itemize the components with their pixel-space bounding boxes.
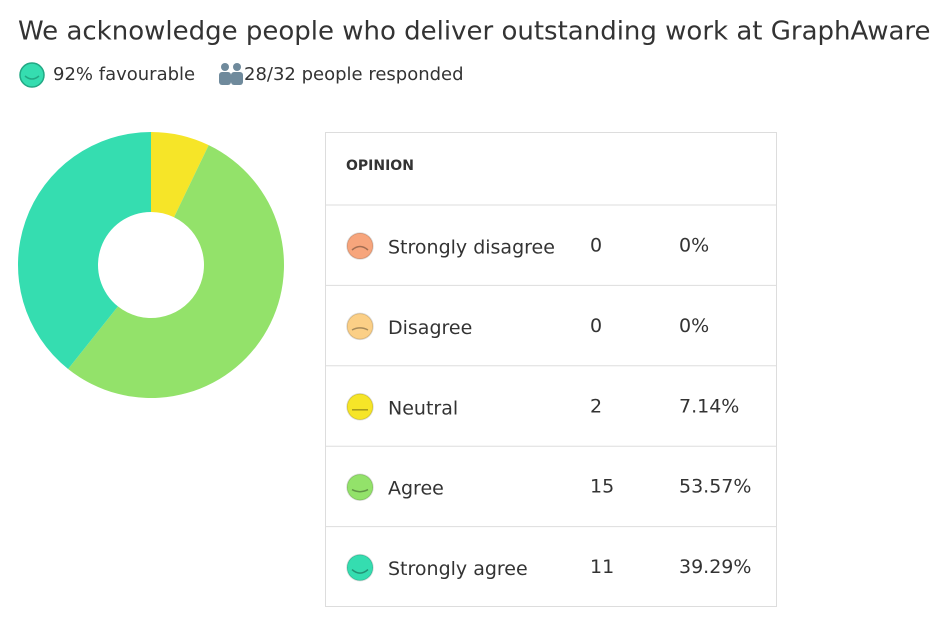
donut-slice [17, 132, 151, 369]
opinion-count: 11 [590, 556, 614, 578]
opinion-count: 0 [590, 235, 602, 257]
face-mouth [351, 488, 369, 493]
opinion-label: Strongly agree [388, 558, 528, 580]
opinion-table [325, 132, 777, 607]
opinion-percent: 0% [679, 315, 709, 337]
opinion-label: Disagree [388, 317, 472, 339]
opinion-label: Neutral [388, 397, 458, 419]
opinion-count: 0 [590, 315, 602, 337]
title: We acknowledge people who deliver outsta… [18, 17, 930, 47]
opinion-count: 15 [590, 476, 614, 498]
opinion-label: Agree [388, 478, 444, 500]
face-mouth [351, 569, 369, 574]
donut-slice [68, 145, 284, 398]
face-icon [346, 553, 374, 582]
face-icon [346, 232, 374, 260]
favourable: 92% favourable [53, 64, 195, 85]
people-icon [219, 63, 243, 85]
donut-slice [151, 132, 209, 218]
face-icon [346, 473, 374, 501]
donut-chart [17, 132, 284, 398]
table-rows: Strongly disagree 0 0% Disagree 0 0% Neutral 2 7… [326, 204, 776, 582]
face-icon [346, 312, 374, 341]
favourable-icon [19, 62, 45, 88]
face-icon [346, 393, 374, 421]
opinion-percent: 53.57% [679, 476, 751, 498]
opinion-percent: 7.14% [679, 395, 739, 417]
face-mouth [351, 327, 369, 331]
responded: 28/32 people responded [244, 64, 464, 85]
opinion-percent: 0% [679, 235, 709, 257]
face-mouth [351, 245, 369, 251]
opinion-label: Strongly disagree [388, 237, 555, 259]
opinion-percent: 39.29% [679, 556, 751, 578]
table-heading: OPINION [346, 158, 414, 174]
opinion-count: 2 [590, 395, 602, 417]
